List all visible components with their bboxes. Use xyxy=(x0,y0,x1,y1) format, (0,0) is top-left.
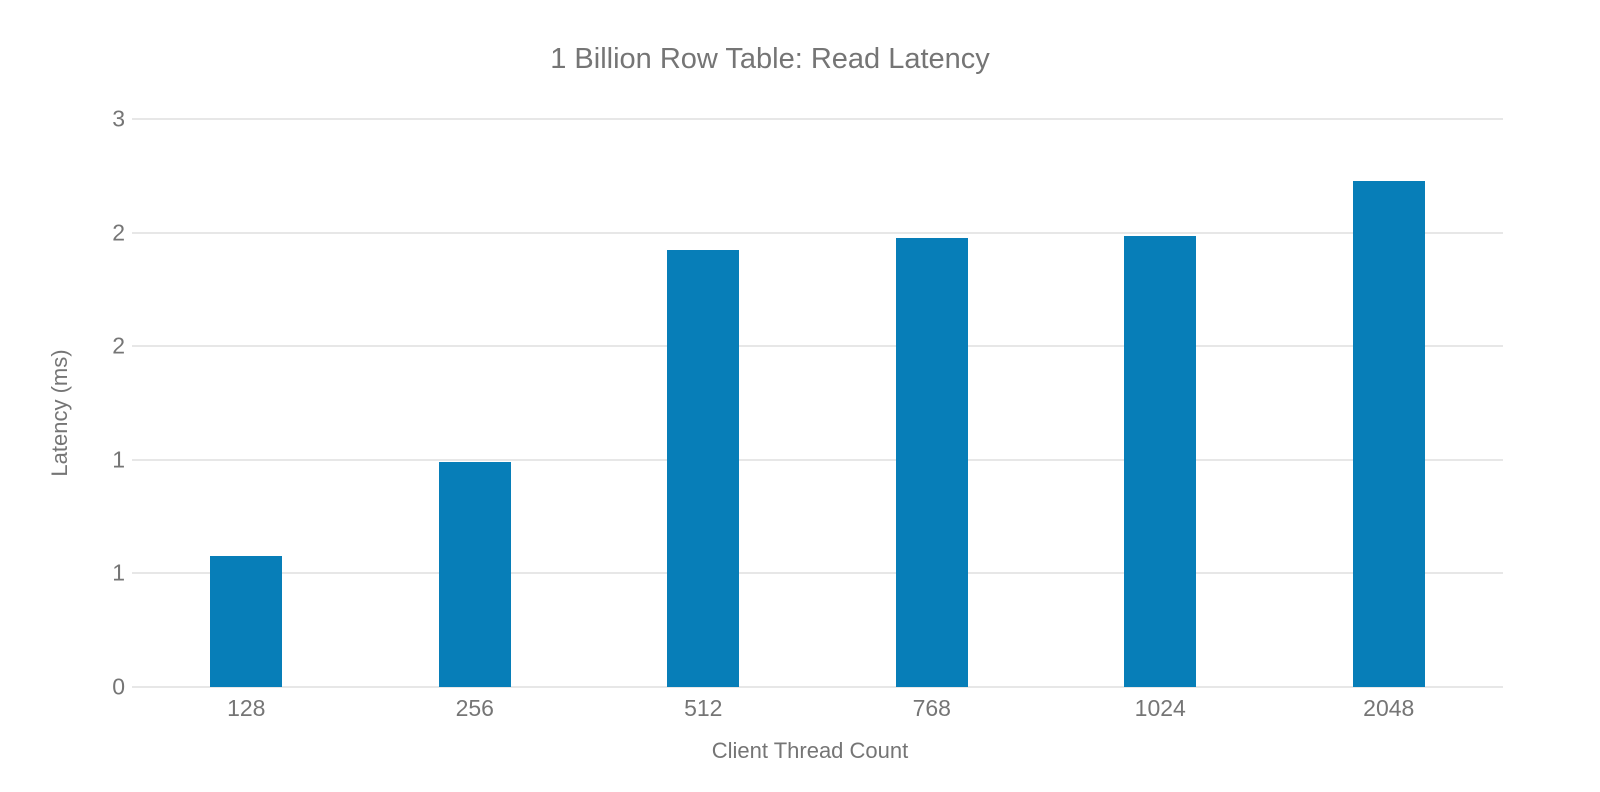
y-axis-tick-label: 2 xyxy=(112,219,125,246)
x-axis-tick-label: 256 xyxy=(455,695,494,721)
gridline xyxy=(132,231,1503,234)
gridline xyxy=(132,686,1503,688)
bar xyxy=(438,461,511,687)
gridline xyxy=(132,345,1503,348)
x-axis-tick-label: 128 xyxy=(227,695,266,721)
x-axis-tick-label: 1024 xyxy=(1134,695,1186,721)
x-axis-tick-label: 768 xyxy=(912,695,951,721)
y-axis-tick-label: 0 xyxy=(112,673,125,700)
x-axis-tick-label: 512 xyxy=(684,695,723,721)
bar xyxy=(1352,181,1425,687)
plot-area xyxy=(132,118,1503,688)
gridline xyxy=(132,118,1503,120)
bar xyxy=(210,556,283,687)
y-axis-tick-label: 3 xyxy=(112,105,125,132)
x-axis-title: Client Thread Count xyxy=(711,738,909,763)
gridline xyxy=(132,572,1503,575)
x-axis-tick-label: 2048 xyxy=(1363,695,1415,721)
bar xyxy=(667,249,740,687)
y-axis-tick-label: 2 xyxy=(112,332,125,359)
bar xyxy=(895,238,968,687)
y-axis-tick-label: 1 xyxy=(112,559,125,586)
gridline xyxy=(132,458,1503,461)
y-axis-tick-label: 1 xyxy=(112,446,125,473)
chart-title: 1 Billion Row Table: Read Latency xyxy=(550,43,990,75)
bar xyxy=(1124,236,1197,687)
